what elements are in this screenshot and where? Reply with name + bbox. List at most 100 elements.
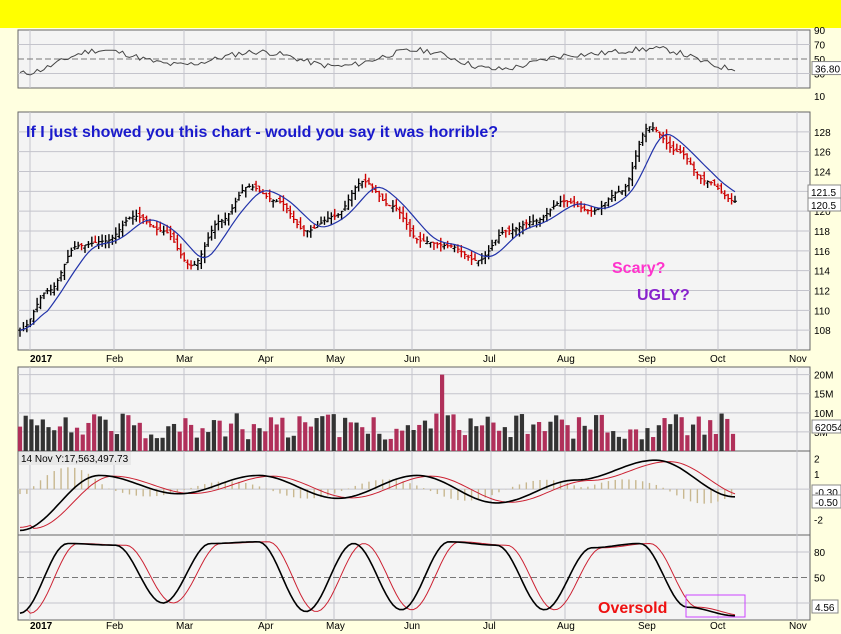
volume-bar (92, 414, 97, 451)
stochastic-x-tick-label: Mar (176, 621, 194, 632)
volume-bar (725, 418, 730, 451)
volume-bar (651, 437, 656, 451)
volume-bar (343, 417, 348, 451)
volume-bar (382, 439, 388, 451)
volume-bar (485, 416, 490, 451)
price-tick-label: 112 (814, 287, 830, 298)
price-x-tick-label: Mar (176, 354, 194, 365)
volume-bar (428, 428, 433, 451)
volume-tick-label: 15M (814, 390, 833, 401)
volume-bar (588, 429, 593, 451)
volume-bar (559, 419, 564, 451)
volume-bar (668, 424, 673, 451)
volume-bar (131, 425, 137, 451)
volume-bar (348, 422, 353, 451)
macd-signal-last-value-box (811, 494, 841, 509)
volume-bar (171, 423, 177, 451)
stochastic-tick-label: 80 (814, 548, 826, 559)
volume-bar (46, 427, 51, 451)
volume-bar (576, 417, 582, 451)
stochastic-x-tick-label: Aug (557, 621, 575, 632)
volume-bar (206, 432, 211, 451)
volume-bar (166, 426, 171, 451)
volume-bar (285, 437, 291, 451)
volume-bar (536, 421, 542, 451)
price-x-tick-label: Nov (789, 354, 807, 365)
volume-bar (308, 426, 314, 451)
volume-bar (639, 439, 644, 451)
stochastic-x-tick-label: Nov (789, 621, 807, 632)
volume-bar (149, 434, 154, 451)
volume-bar (394, 428, 399, 451)
price-x-tick-label: Sep (638, 354, 656, 365)
annotation-oversold: Oversold (598, 600, 667, 617)
stochastic-tick-label: 50 (814, 574, 826, 585)
volume-bar (542, 431, 547, 451)
volume-bar (679, 417, 684, 451)
volume-bar (685, 435, 690, 451)
price-tick-label: 114 (814, 267, 830, 278)
volume-bar (114, 434, 120, 451)
volume-bar (451, 414, 456, 451)
rsi-last-value: 36.80 (815, 65, 840, 76)
volume-last-value-box (811, 419, 841, 434)
price-tick-label: 120 (814, 207, 831, 218)
rsi-tick-label: 90 (814, 26, 826, 37)
volume-bar (246, 439, 251, 451)
volume-bar (633, 429, 639, 451)
rsi-line (19, 45, 736, 76)
volume-bar (690, 424, 696, 451)
macd-tick-label: -2 (814, 516, 823, 527)
volume-bar (611, 431, 616, 451)
volume-bar (605, 432, 610, 451)
volume-bar (337, 437, 342, 451)
volume-bar (211, 420, 217, 451)
rsi-tick-label: 70 (814, 41, 826, 52)
volume-bar (565, 425, 570, 451)
rsi-tick-label: 50 (814, 55, 826, 66)
volume-bar (86, 422, 91, 451)
volume-bar (365, 433, 371, 451)
volume-bar (519, 414, 525, 451)
volume-tick-label: 10M (814, 409, 833, 420)
header-bar (0, 0, 841, 28)
volume-bar (514, 415, 519, 451)
price-x-tick-label: Aug (557, 354, 575, 365)
volume-bar (177, 431, 182, 451)
volume-bar (719, 413, 724, 451)
volume-bar (63, 417, 68, 451)
volume-bar (297, 416, 302, 451)
volume-bar (371, 417, 376, 451)
volume-bar (713, 434, 718, 451)
volume-bar (582, 425, 587, 451)
stochastic-x-tick-label: Jun (404, 621, 420, 632)
volume-bar (109, 430, 114, 451)
macd-header-label: 14 Nov Y:17,563,497.73 (21, 454, 129, 465)
volume-bar (154, 438, 159, 451)
volume-bar (103, 419, 108, 451)
stochastic-signal-line (19, 541, 736, 616)
volume-bar (234, 413, 239, 451)
stochastic-line (19, 540, 736, 617)
price-x-tick-label: 2017 (30, 354, 53, 365)
volume-bar (291, 435, 296, 451)
annotation-title: If I just showed you this chart - would … (26, 124, 498, 141)
volume-bar (189, 424, 194, 451)
volume-bar (40, 419, 45, 451)
volume-bar (228, 423, 234, 451)
moving-average-line (19, 133, 736, 331)
volume-bar (531, 424, 536, 451)
macd-signal-line (19, 461, 736, 529)
volume-bar (57, 426, 63, 451)
volume-bar (628, 429, 633, 451)
volume-bar (708, 420, 713, 451)
volume-bar (388, 438, 393, 451)
volume-bar (120, 413, 125, 451)
volume-bar (411, 430, 416, 451)
volume-bar (35, 425, 40, 451)
volume-bar (730, 433, 736, 451)
volume-bar (223, 436, 228, 451)
volume-bar (251, 424, 256, 451)
volume-bar (508, 437, 513, 451)
volume-bar (97, 416, 102, 451)
